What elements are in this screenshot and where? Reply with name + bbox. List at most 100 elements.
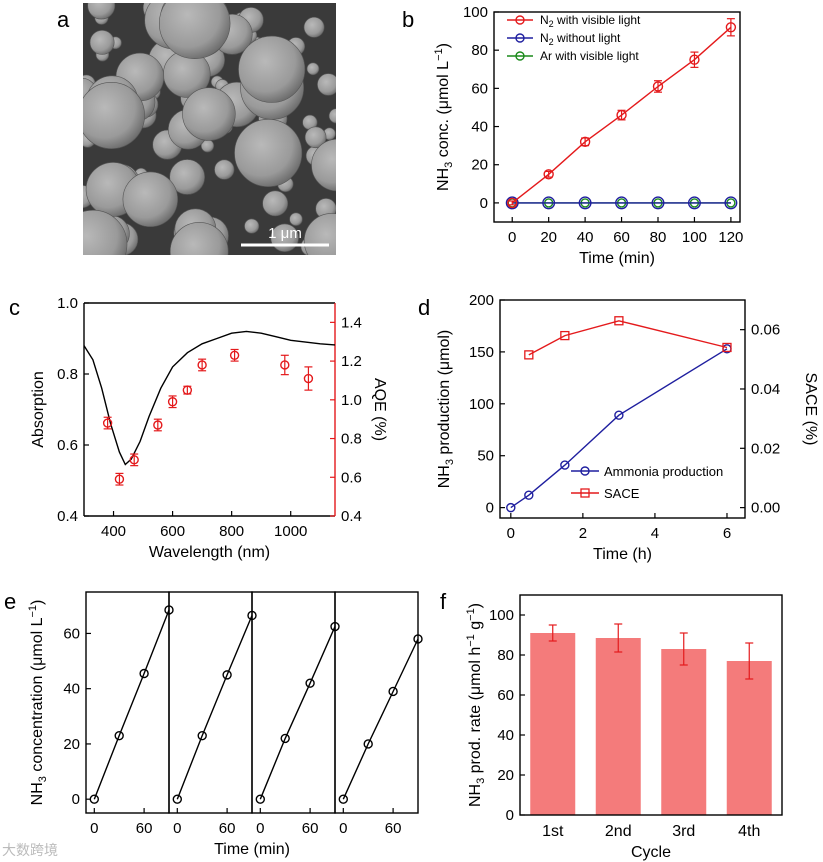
- y-axis-label: NH3 concentration (μmol L−1): [27, 600, 49, 806]
- cycle-line: [93, 609, 170, 800]
- x-tick-label: 40: [577, 229, 594, 246]
- data-point: [222, 670, 232, 680]
- bar-group: [595, 623, 641, 815]
- aqe-point: [229, 350, 240, 360]
- x-tick-label: 2: [579, 525, 587, 542]
- sphere: [303, 213, 336, 255]
- y2-tick-label: 0.04: [751, 381, 780, 398]
- x-axis-label: Wavelength (nm): [149, 544, 270, 561]
- sphere: [122, 171, 179, 228]
- sphere: [234, 119, 303, 188]
- series-0: [507, 18, 737, 209]
- series-line: [528, 320, 728, 356]
- y-tick-label: 1.0: [57, 295, 78, 312]
- panel-label-d: d: [418, 295, 430, 320]
- x-tick-label: 400: [101, 523, 126, 540]
- cycle-frame: [168, 591, 253, 814]
- series-1: [505, 196, 738, 210]
- cycle-1: 0 60: [85, 591, 174, 837]
- x-tick-label: 4: [651, 525, 659, 542]
- scale-bar-label: 1 μm: [268, 225, 302, 242]
- y-tick-label: 100: [489, 607, 514, 624]
- panel-label-b: b: [402, 7, 414, 32]
- y-tick-label: 60: [471, 80, 488, 97]
- x-tick-label: 60: [219, 820, 236, 837]
- chart-c: 400 600 800 1000 0.4 0.6 0.8 1.0 0.4 0.6 0.8 1.0 1.2…: [30, 295, 388, 561]
- data-point: [687, 196, 701, 210]
- y-tick-label: 150: [469, 344, 494, 361]
- sem-image: 1 μm: [83, 3, 336, 255]
- data-point: [615, 196, 629, 210]
- x-tick-label: 60: [136, 820, 153, 837]
- sphere: [182, 87, 236, 141]
- data-point: [507, 197, 518, 209]
- x-tick-label: 100: [682, 229, 707, 246]
- data-point: [524, 490, 534, 500]
- bar-group: [661, 632, 707, 815]
- plot-frame: [499, 299, 746, 519]
- sphere: [244, 218, 260, 234]
- error-bar: [745, 642, 754, 680]
- series-1: [524, 316, 732, 360]
- error-bar: [544, 170, 553, 178]
- x-tick-label: 20: [540, 229, 557, 246]
- aqe-point: [182, 385, 193, 395]
- y-tick-label: 200: [469, 292, 494, 309]
- plot-frame: [519, 594, 783, 816]
- panel-label-a: a: [57, 7, 70, 32]
- data-point: [725, 22, 737, 33]
- error-bar: [726, 18, 735, 37]
- data-point: [724, 196, 738, 210]
- sphere: [328, 108, 336, 124]
- data-point: [616, 109, 627, 121]
- x-tick-label: 0: [507, 525, 515, 542]
- aqe-error-bar: [280, 354, 289, 376]
- data-point: [114, 730, 124, 741]
- sphere: [169, 159, 205, 195]
- data-point: [524, 350, 534, 360]
- error-bar: [679, 632, 688, 666]
- category-label: 4th: [738, 823, 760, 840]
- data-point: [542, 196, 556, 210]
- cycle-2: 0 60: [168, 591, 257, 837]
- aqe-point: [303, 373, 314, 384]
- y-tick-label: 20: [63, 736, 80, 753]
- y-tick-label: 20: [497, 767, 514, 784]
- data-point: [614, 410, 624, 420]
- data-point: [689, 54, 700, 65]
- aqe-point: [197, 360, 207, 370]
- sphere: [289, 212, 303, 226]
- x-tick-label: 0: [90, 820, 98, 837]
- absorption-curve: [83, 330, 336, 466]
- data-point: [578, 196, 592, 210]
- error-bar: [614, 623, 623, 653]
- bar: [530, 633, 576, 815]
- sphere: [83, 209, 128, 255]
- x-tick-label: 800: [219, 523, 244, 540]
- y-axis-label: NH3 conc. (μmol L−1): [433, 43, 455, 191]
- y2-axis-label: AQE (%): [371, 378, 388, 441]
- data-point: [505, 196, 519, 210]
- data-point: [197, 730, 207, 741]
- y2-tick-label: 0.4: [341, 508, 362, 525]
- error-bar: [508, 200, 517, 206]
- cycle-3: 0 60: [251, 591, 340, 837]
- cycle-line: [259, 626, 336, 800]
- legend-marker: [515, 33, 525, 43]
- bar: [726, 661, 772, 815]
- y-tick-label: 80: [471, 42, 488, 59]
- y-axis-label: NH3 prod. rate (μmol h−1 g−1): [465, 603, 487, 807]
- y2-tick-label: 1.0: [341, 392, 362, 409]
- y-tick-label: 50: [477, 448, 494, 465]
- panel-label-e: e: [4, 589, 16, 614]
- cycle-4: 0 60: [334, 591, 423, 837]
- legend-label: Ar with visible light: [540, 49, 639, 63]
- y-tick-label: 40: [471, 119, 488, 136]
- y-tick-label: 100: [469, 396, 494, 413]
- sphere: [262, 190, 289, 217]
- chart-d: 0 2 4 6 0 50 100 150 200 0.00 0.02 0.04 0.06 Time (h)…: [436, 292, 819, 563]
- data-point: [305, 678, 315, 688]
- x-axis-label: Time (h): [593, 546, 652, 563]
- aqe-point: [102, 418, 113, 428]
- x-tick-label: 6: [723, 525, 731, 542]
